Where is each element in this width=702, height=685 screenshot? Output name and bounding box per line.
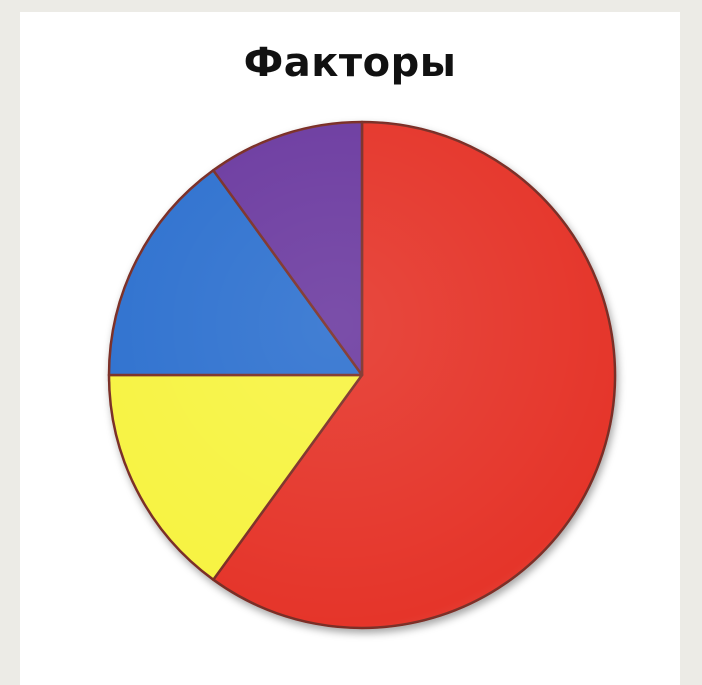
pie-slices [107,120,617,630]
chart-title: Факторы [243,40,457,86]
chart-card: Факторы [20,12,680,685]
pie-chart [107,120,617,630]
